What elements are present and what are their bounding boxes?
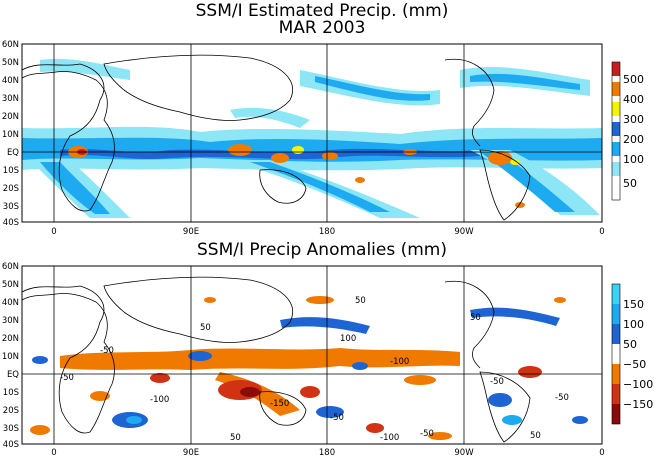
bottom-legend-swatch	[612, 404, 620, 424]
bottom-lon-label: 0	[599, 448, 604, 457]
top-legend-label: 100	[623, 153, 644, 166]
contour-label: -50	[100, 346, 114, 356]
top-lat-label: EQ	[7, 148, 19, 158]
top-lat-label: 20N	[2, 112, 19, 122]
bottom-map: 50 -50 100 -100 50 -50 -150 -100 50 -50 …	[2, 262, 605, 457]
contour-label: 50	[530, 431, 541, 441]
top-lat-label: 40S	[3, 218, 19, 228]
bottom-coastlines	[21, 276, 531, 443]
bottom-title: SSM/I Precip Anomalies (mm)	[197, 240, 447, 260]
top-legend-swatch	[612, 102, 620, 116]
contour-label: -100	[380, 433, 399, 443]
contour-label: 50	[230, 433, 241, 443]
top-legend-swatch	[612, 182, 620, 200]
contour-label: -100	[150, 395, 169, 405]
contour-label: 50	[470, 313, 481, 323]
top-lon-label: 90E	[183, 227, 199, 237]
bottom-contour-labels: 50 -50 100 -100 50 -50 -150 -100 50 -50 …	[60, 296, 569, 443]
bottom-legend-frame	[611, 283, 621, 425]
top-title-line1: SSM/I Estimated Precip. (mm)	[196, 1, 449, 21]
contour-label: 50	[200, 323, 211, 333]
bottom-legend-label: −150	[623, 398, 653, 411]
contour-label: 100	[340, 334, 356, 344]
top-legend-swatch	[612, 142, 620, 156]
top-legend-swatch	[612, 162, 620, 176]
bottom-lat-label: 50N	[2, 280, 19, 290]
bottom-anomaly-field	[30, 296, 588, 440]
bottom-legend: 150 100 50 −50 −100 −150	[611, 283, 653, 425]
contour-label: -150	[270, 399, 289, 409]
top-lat-label: 10N	[2, 130, 19, 140]
top-lat-label: 60N	[2, 40, 19, 50]
bottom-legend-label: −50	[623, 358, 646, 371]
bottom-legend-label: 150	[623, 298, 644, 311]
bottom-map-frame	[21, 265, 603, 445]
top-lat-labels: 60N 50N 40N 30N 20N 10N EQ 10S 20S 30S 4…	[2, 40, 19, 228]
top-legend-label: 500	[623, 73, 644, 86]
bottom-lat-label: 60N	[2, 262, 19, 272]
bottom-lat-label: 40S	[3, 440, 19, 450]
top-legend-swatch	[612, 82, 620, 96]
bottom-lat-label: 10S	[3, 388, 19, 398]
bottom-legend-label: 50	[623, 338, 637, 351]
bottom-lat-label: EQ	[7, 370, 19, 380]
bottom-legend-swatch	[612, 304, 620, 324]
top-legend-swatch	[612, 122, 620, 136]
bottom-lat-label: 30S	[3, 424, 19, 434]
top-legend-label: 400	[623, 93, 644, 106]
contour-label: 50	[355, 296, 366, 306]
top-lon-label: 180	[319, 227, 335, 237]
bottom-lat-label: 20S	[3, 406, 19, 416]
top-coastlines	[21, 54, 531, 221]
top-legend-label: 50	[623, 177, 637, 190]
bottom-grid	[22, 266, 602, 444]
top-lat-label: 20S	[3, 184, 19, 194]
bottom-lon-label: 0	[51, 448, 56, 457]
contour-label: -50	[330, 413, 344, 423]
bottom-legend-swatch	[612, 364, 620, 384]
top-legend-label: 300	[623, 113, 644, 126]
top-map: 60N 50N 40N 30N 20N 10N EQ 10S 20S 30S 4…	[2, 40, 605, 237]
contour-label: -50	[60, 373, 74, 383]
top-lat-label: 30S	[3, 202, 19, 212]
top-lon-label: 0	[51, 227, 56, 237]
top-lat-label: 10S	[3, 166, 19, 176]
contour-label: -50	[420, 429, 434, 439]
top-map-frame	[21, 43, 603, 223]
top-grid	[22, 44, 602, 222]
top-legend-label: 200	[623, 133, 644, 146]
top-lon-labels: 0 90E 180 90W 0	[51, 227, 604, 237]
bottom-lat-label: 10N	[2, 352, 19, 362]
top-legend: 500 400 300 200 100 50	[611, 61, 644, 201]
top-lat-label: 30N	[2, 94, 19, 104]
contour-label: -100	[390, 357, 409, 367]
top-legend-frame	[611, 61, 621, 201]
contour-label: -50	[490, 377, 504, 387]
bottom-legend-label: −100	[623, 378, 653, 391]
top-precip-field	[22, 58, 602, 218]
bottom-lat-label: 40N	[2, 298, 19, 308]
top-lon-label: 90W	[454, 227, 474, 237]
bottom-legend-swatch	[612, 324, 620, 344]
bottom-legend-label: 100	[623, 318, 644, 331]
contour-label: -50	[555, 393, 569, 403]
bottom-lat-label: 30N	[2, 316, 19, 326]
bottom-lon-label: 90W	[454, 448, 474, 457]
bottom-legend-swatch	[612, 384, 620, 404]
bottom-legend-swatch	[612, 344, 620, 364]
top-title-line2: MAR 2003	[279, 18, 366, 38]
bottom-lon-label: 90E	[183, 448, 199, 457]
top-lon-label: 0	[599, 227, 604, 237]
top-lat-label: 40N	[2, 76, 19, 86]
bottom-lon-labels: 0 90E 180 90W 0	[51, 448, 604, 457]
bottom-lon-label: 180	[319, 448, 335, 457]
bottom-lat-label: 20N	[2, 334, 19, 344]
bottom-legend-swatch	[612, 284, 620, 304]
top-lat-label: 50N	[2, 58, 19, 68]
top-legend-swatch	[612, 62, 620, 76]
bottom-lat-labels: 60N 50N 40N 30N 20N 10N EQ 10S 20S 30S 4…	[2, 262, 19, 450]
